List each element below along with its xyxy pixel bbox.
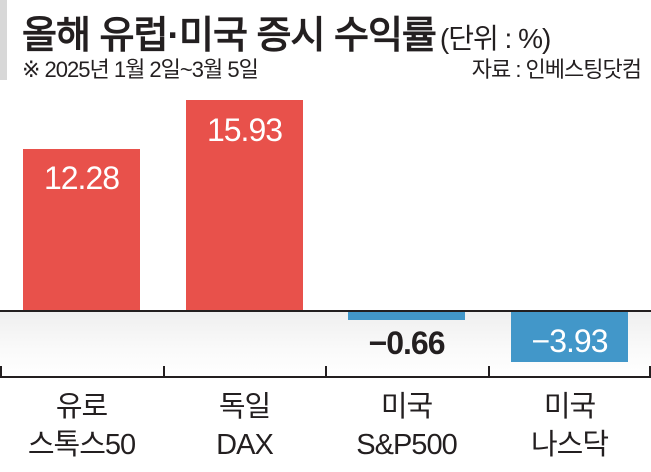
- value-label-eurostoxx50: 12.28: [43, 160, 120, 196]
- chart-title: 올해 유럽·미국 증시 수익률 (단위 : %): [22, 15, 551, 57]
- value-label-sp500: −0.66: [368, 325, 446, 361]
- value-label-dax: 15.93: [206, 112, 283, 148]
- bar-dax: [186, 100, 303, 311]
- accent-strip: [0, 0, 7, 80]
- category-label-sp500: 미국 S&P500: [356, 391, 457, 461]
- unit-label: (단위 : %): [439, 23, 551, 54]
- axis-tick: [325, 366, 327, 377]
- bar-sp500: [348, 311, 465, 320]
- axis-tick: [163, 366, 165, 377]
- axis-tick: [0, 366, 2, 377]
- bar-eurostoxx50: [23, 149, 140, 311]
- date-range-note: ※ 2025년 1월 2일~3월 5일: [22, 57, 259, 82]
- bar-nasdaq: [511, 311, 628, 362]
- category-label-dax: 독일 DAX: [216, 391, 274, 461]
- zero-baseline: [0, 310, 651, 312]
- category-label-eurostoxx50: 유로 스톡스50: [27, 391, 136, 461]
- value-label-nasdaq: −3.93: [531, 323, 609, 359]
- category-label-nasdaq: 미국 나스닥: [530, 391, 609, 461]
- source-label: 자료 : 인베스팅닷컴: [471, 57, 642, 82]
- axis-tick: [649, 366, 651, 377]
- axis-tick: [488, 366, 490, 377]
